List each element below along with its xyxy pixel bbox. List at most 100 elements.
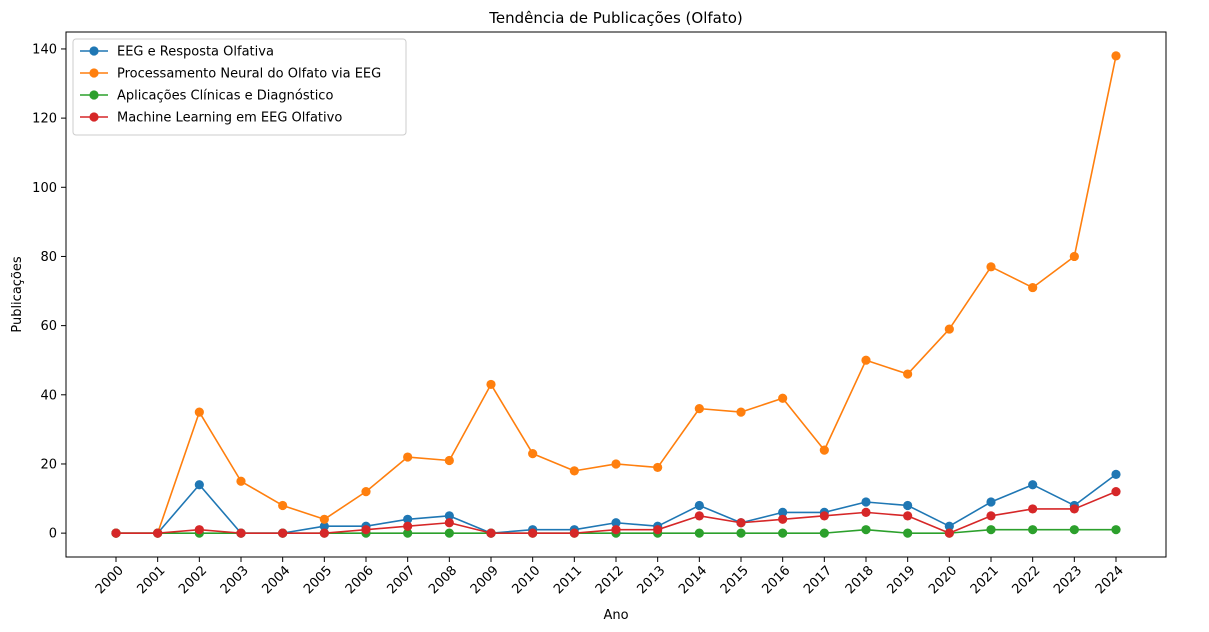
chart-title: Tendência de Publicações (Olfato) [488,9,743,27]
data-point [903,369,913,379]
data-point [903,511,913,521]
x-tick-label: 2011 [551,563,585,597]
data-point [569,528,579,538]
data-point [778,528,788,538]
x-tick-label: 2005 [301,563,335,597]
data-point [403,452,413,462]
data-point [694,528,704,538]
data-point [153,528,163,538]
series-2 [111,51,1121,538]
data-point [528,448,538,459]
legend-marker [89,112,99,122]
data-point [486,379,496,390]
data-point [653,462,663,473]
data-point [194,480,204,490]
data-point [1111,469,1121,479]
data-point [861,525,871,535]
x-tick-label: 2015 [718,563,752,597]
x-tick-label: 2018 [843,563,877,597]
data-point [694,404,704,414]
data-point [1111,525,1121,535]
data-point [653,525,663,535]
data-point [903,528,913,538]
legend-label: Aplicações Clínicas e Diagnóstico [117,89,333,104]
data-point [861,497,871,507]
legend-marker [89,90,99,100]
data-point [694,500,704,511]
data-point [986,525,996,535]
data-point [944,528,954,538]
legend-label: EEG e Resposta Olfativa [117,45,274,60]
data-point [944,324,954,334]
data-point [611,518,621,528]
data-point [736,518,746,528]
x-tick-label: 2002 [176,563,210,597]
data-point [778,514,788,524]
legend-marker [89,46,99,56]
data-point [1111,487,1121,497]
x-tick-label: 2017 [801,563,835,597]
data-point [528,528,538,538]
data-point [403,521,413,531]
data-point [736,528,746,538]
x-tick-label: 2016 [759,563,793,597]
data-point [778,393,788,403]
y-tick-label: 140 [32,42,57,57]
y-tick-label: 20 [40,457,57,472]
data-point [1069,504,1079,514]
x-tick-label: 2001 [134,563,168,597]
data-point [319,514,329,524]
y-tick-label: 40 [40,388,57,403]
x-tick-label: 2003 [218,563,252,597]
data-point [403,514,413,524]
x-tick-label: 2007 [384,563,418,597]
x-tick-label: 2006 [343,563,377,597]
data-point [611,459,621,469]
y-tick-label: 80 [40,250,57,265]
data-point [1028,525,1038,535]
data-point [403,528,413,538]
data-point [903,500,913,511]
data-point [444,455,454,466]
x-axis-label: Ano [603,608,628,623]
data-point [361,525,371,535]
data-point [319,521,329,531]
data-point [569,466,579,476]
legend-marker [89,68,99,78]
data-point [444,518,454,528]
data-point [111,528,121,538]
y-tick-label: 120 [32,112,57,127]
data-point [194,525,204,535]
data-point [819,511,829,521]
data-point [819,528,829,538]
data-point [1028,504,1038,514]
data-point [986,262,996,272]
legend-box [72,38,407,136]
x-tick-label: 2012 [593,563,627,597]
data-point [1111,51,1121,61]
data-point [611,525,621,535]
x-tick-label: 2020 [926,563,960,597]
y-axis: 0 20 40 60 80 100 120 140 [32,42,66,542]
series-layer [111,51,1121,538]
data-point [861,355,871,365]
data-point [861,507,871,517]
y-tick-label: 0 [49,527,57,542]
legend-label: Machine Learning em EEG Olfativo [117,111,342,126]
data-point [278,500,288,511]
data-point [194,407,204,417]
data-point [986,497,996,507]
x-tick-label: 2023 [1051,563,1085,597]
data-point [236,476,246,486]
data-point [444,511,454,521]
y-tick-label: 60 [40,319,57,334]
x-tick-label: 2022 [1009,563,1043,597]
x-tick-label: 2014 [676,563,710,597]
data-point [278,528,288,538]
legend: EEG e Resposta Olfativa Processamento Neu… [72,38,407,136]
data-point [694,511,704,521]
x-tick-label: 2019 [884,563,918,597]
data-point [1028,282,1038,293]
data-point [236,528,246,538]
